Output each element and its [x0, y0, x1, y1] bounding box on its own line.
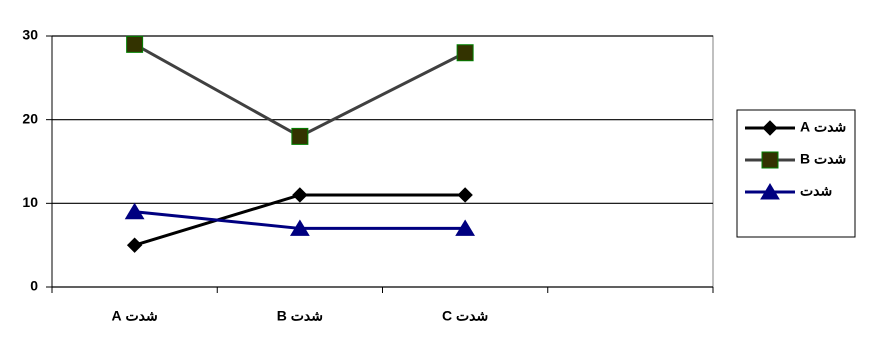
data-point: [289, 219, 310, 236]
data-point: [292, 187, 308, 203]
x-tick-label: شدت C: [442, 308, 488, 324]
legend-label: شدت B: [800, 151, 846, 167]
plot-area: [51, 35, 714, 288]
legend-marker: [761, 151, 779, 169]
data-point: [126, 35, 144, 53]
legend-label: شدت: [800, 183, 832, 199]
y-tick-label: 20: [22, 110, 38, 126]
data-point: [457, 187, 473, 203]
data-point: [291, 127, 309, 145]
data-point: [455, 219, 476, 236]
y-tick-label: 30: [22, 27, 38, 43]
x-tick-label: شدت B: [277, 308, 323, 324]
x-tick-label: شدت A: [111, 308, 157, 324]
legend-box: [736, 109, 856, 238]
data-point: [124, 202, 145, 220]
legend-marker: [762, 120, 778, 136]
legend-label: شدت A: [800, 119, 846, 135]
data-point: [456, 44, 474, 62]
legend-marker: [760, 183, 780, 200]
y-tick-label: 10: [22, 194, 38, 210]
data-point: [126, 237, 143, 253]
y-tick-label: 0: [30, 278, 38, 294]
